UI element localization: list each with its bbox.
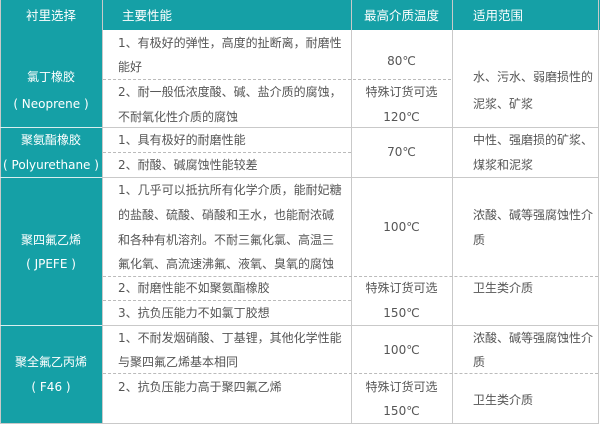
border-bottom <box>0 423 599 424</box>
header-application: 适用范围 <box>473 8 524 23</box>
border-left <box>0 0 1 424</box>
temperature: 80℃ <box>387 54 416 68</box>
temperature-special: 特殊订货可选 <box>365 281 438 295</box>
property-line: 2、抗负压能力高于聚四氟乙烯 <box>118 380 282 394</box>
temperature: 150℃ <box>383 306 420 320</box>
lining-name: 聚四氟乙烯 <box>20 233 81 247</box>
header-lining: 衬里选择 <box>25 8 76 23</box>
lining-name: 聚全氟乙丙烯 <box>14 355 87 369</box>
header-temperature: 最高介质温度 <box>363 8 439 23</box>
lining-name: 氯丁橡胶 <box>26 70 75 84</box>
property-line: 2、耐一般低浓度酸、碱、盐介质的腐蚀， <box>118 85 342 99</box>
application-line: 质 <box>473 355 486 369</box>
application-line: 泥浆、矿浆 <box>473 97 534 111</box>
temperature: 100℃ <box>383 343 420 357</box>
application-line: 浓酸、碱等强腐蚀性介 <box>473 208 594 222</box>
application-line: 卫生类介质 <box>473 393 534 407</box>
application-line: 浓酸、碱等强腐蚀性介 <box>473 331 594 345</box>
property-line: 1、不耐发烟硝酸、丁基锂，其他化学性能 <box>118 331 342 345</box>
header-properties: 主要性能 <box>122 8 173 23</box>
property-line: 1、几乎可以抵抗所有化学介质，能耐妃糖 <box>118 183 342 197</box>
temperature: 100℃ <box>383 220 420 234</box>
application-line: 质 <box>473 233 486 247</box>
col-divider <box>452 0 453 424</box>
application-line: 煤浆和泥浆 <box>473 158 534 172</box>
dashed-divider <box>103 152 351 153</box>
dashed-divider <box>103 276 598 277</box>
dashed-divider <box>103 300 351 301</box>
property-line: 氟化氧、高流速沸氟、液氧、臭氧的腐蚀 <box>118 257 335 271</box>
property-line: 不耐氧化性介质的腐蚀 <box>118 110 239 124</box>
property-line: 与聚四氟乙烯基本相同 <box>118 355 239 369</box>
application-line: 卫生类介质 <box>473 281 534 295</box>
property-line: 和各种有机溶剂。不耐三氟化氯、高温三 <box>118 233 335 247</box>
row-divider <box>0 325 102 326</box>
dashed-divider <box>103 373 598 374</box>
col-divider <box>351 0 352 424</box>
border-right <box>598 0 599 424</box>
property-line: 1、具有极好的耐磨性能 <box>118 133 246 147</box>
property-line: 2、耐磨性能不如聚氨酯橡胶 <box>118 281 270 295</box>
temperature: 120℃ <box>383 110 420 124</box>
temperature-special: 特殊订货可选 <box>365 85 438 99</box>
property-line: 2、耐酸、碱腐蚀性能较差 <box>118 158 258 172</box>
property-line: 1、有极好的弹性，高度的扯断离，耐磨性 <box>118 36 342 50</box>
lining-code: ( JPEFE ) <box>26 257 76 271</box>
property-line: 3、抗负压能力不如氯丁胶想 <box>118 306 270 320</box>
row-divider <box>102 177 599 178</box>
col-divider <box>102 0 103 424</box>
temperature: 70℃ <box>387 145 416 159</box>
temperature: 150℃ <box>383 404 420 418</box>
property-line: 的盐酸、硫酸、硝酸和王水，也能耐浓碱 <box>118 208 335 222</box>
row-divider <box>102 325 599 326</box>
application-line: 中性、强磨损的矿浆、 <box>473 133 594 147</box>
application-line: 水、污水、弱磨损性的 <box>473 70 594 84</box>
header-row <box>0 0 600 30</box>
row-divider <box>102 127 599 128</box>
lining-column <box>0 30 102 424</box>
dashed-divider <box>103 79 451 80</box>
temperature-special: 特殊订货可选 <box>365 380 438 394</box>
lining-code: ( Polyurethane ) <box>3 158 99 172</box>
row-divider <box>0 177 102 178</box>
row-divider <box>0 127 102 128</box>
property-line: 能好 <box>118 60 143 74</box>
lining-name: 聚氨酯橡胶 <box>20 133 81 147</box>
lining-code: ( Neoprene ) <box>13 97 89 111</box>
lining-code: ( F46 ) <box>31 380 71 394</box>
